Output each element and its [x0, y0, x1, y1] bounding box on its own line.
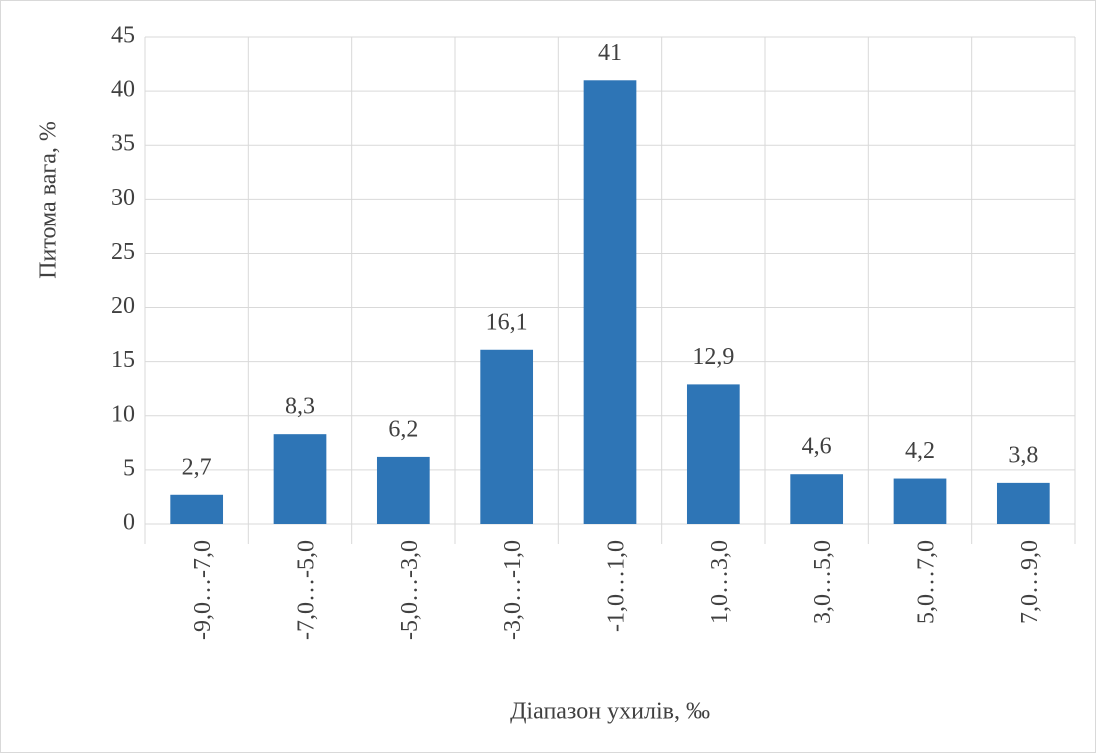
data-label: 16,1	[486, 309, 528, 335]
bar	[480, 349, 534, 524]
x-tick-label: 1,0…3,0	[707, 540, 733, 624]
bar	[686, 384, 740, 524]
bar	[273, 434, 327, 524]
bar	[170, 494, 224, 524]
y-tick-label: 10	[111, 401, 135, 427]
x-tick-label: -1,0…1,0	[604, 540, 630, 632]
data-label: 4,2	[905, 438, 935, 464]
y-tick-label: 30	[111, 185, 135, 211]
data-label: 6,2	[388, 416, 418, 442]
y-tick-label: 0	[123, 510, 135, 536]
bar	[583, 80, 637, 525]
x-tick-label: -5,0…-3,0	[397, 540, 423, 640]
x-tick-label: 7,0…9,0	[1017, 540, 1043, 624]
data-label: 3,8	[1008, 442, 1038, 468]
data-label: 4,6	[802, 434, 832, 460]
x-tick-label: -7,0…-5,0	[294, 540, 320, 640]
data-label: 41	[598, 40, 622, 66]
bar	[996, 482, 1050, 524]
data-label: 8,3	[285, 394, 315, 420]
x-tick-label: -3,0…-1,0	[500, 540, 526, 640]
data-label: 2,7	[182, 454, 212, 480]
y-tick-label: 20	[111, 293, 135, 319]
y-axis-label: Питома вага, %	[36, 121, 62, 279]
x-tick-label: 5,0…7,0	[914, 540, 940, 624]
data-label: 12,9	[692, 344, 734, 370]
y-tick-label: 40	[111, 77, 135, 103]
bar	[376, 456, 430, 524]
bar	[790, 474, 844, 524]
x-axis-label: Діапазон ухилів, ‰	[510, 699, 710, 725]
x-tick-label: 3,0…5,0	[810, 540, 836, 624]
y-tick-label: 35	[111, 131, 135, 157]
y-tick-label: 25	[111, 239, 135, 265]
y-tick-label: 45	[111, 23, 135, 49]
x-tick-label: -9,0…-7,0	[190, 540, 216, 640]
y-tick-label: 15	[111, 347, 135, 373]
y-tick-label: 5	[123, 455, 135, 481]
bar	[893, 478, 947, 524]
